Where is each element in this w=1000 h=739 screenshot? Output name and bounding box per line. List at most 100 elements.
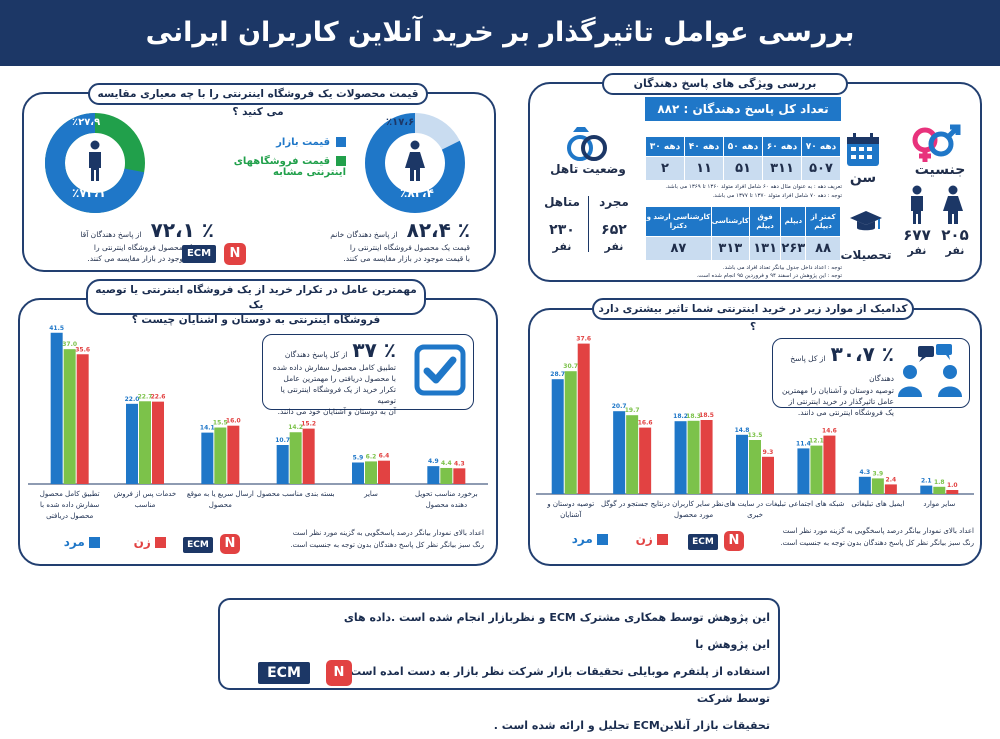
category-label: سفارش داده شده با [40,501,99,509]
nazarbazar-logo: N [724,531,744,551]
data-label: 15.5 [213,420,228,427]
legend-women-label: زن [133,535,151,549]
bar [378,460,390,484]
legend-women-swatch [155,537,166,548]
women-desc-2: قیمت یک محصول فروشگاه اینترنتی را [349,243,470,252]
legend-men-label: مرد [63,535,85,549]
impact-factors-chart: 28.730.7 37.6 توصیه دوستان و آشنایان 20.719.… [536,336,974,519]
price-legend: قیمت بازار قیمت فروشگاههای اینترنتی مشاب… [196,137,346,178]
repeat-callout-line-3: با محصول دریافتی را مهمترین عامل [283,374,396,383]
legend-men-swatch [89,537,100,548]
women-stat: ٪ ۸۲،۴ از پاسخ دهندگان خانم قیمت یک محصو… [290,218,470,264]
category-label: تطبیق کامل محصول [40,490,100,498]
data-label: 3.9 [873,470,884,477]
data-label: 2.1 [921,478,932,485]
legend-market-label: قیمت بازار [276,137,330,148]
data-label: 28.7 [550,371,565,378]
education-value: ۸۷ [645,236,712,261]
women-desc-1: از پاسخ دهندگان خانم [330,230,398,239]
bar [453,468,466,484]
data-label: 19.7 [625,407,640,414]
respondents-panel-title: بررسی ویژگی های پاسخ دهندگان [602,73,848,95]
ecm-logo: ECM [688,534,718,550]
age-note-1: تعریف دهه : به عنوان مثال دهه ۶۰ شامل اف… [665,184,842,190]
data-label: 1.8 [934,479,945,486]
age-header: دهه ۴۰ [684,136,724,157]
category-label: خدمات پس از فروش [114,490,176,498]
education-value: ۲۶۳ [780,236,807,261]
bar [50,332,63,484]
bar [551,379,564,494]
category-label: سایر موارد [923,500,955,508]
women-outer-label: ٪۱۷،۶ [386,117,415,128]
footer-line-3: تحقیقات بازار آنلاینECM تحلیل و ارائه شد… [493,719,770,732]
repeat-note-1: اعداد بالای نمودار بیانگر درصد پاسخگویی … [292,529,484,537]
age-header: دهه ۵۰ [723,136,763,157]
data-label: 37.0 [62,341,77,348]
men-stat: ٪ ۷۲،۱ از پاسخ دهندگان آقا قیمت یک محصول… [34,218,214,264]
category-label: مورد محصول [674,511,713,519]
repeat-legend: زن [100,535,166,549]
bar [749,440,761,494]
repeat-callout-text: ٪ ۳۷ از کل پاسخ دهندگان تطبیق کامل محصول… [266,338,396,417]
bar [920,485,933,494]
data-label: 14.2 [288,424,303,431]
ecm-logo: ECM [183,537,213,553]
category-label: آشنایان [560,510,582,519]
legend-women-label: زن [635,532,653,546]
data-label: 22.6 [151,394,166,401]
data-label: 35.6 [75,346,90,353]
men-desc-2: قیمت یک محصول فروشگاه اینترنتی را [93,243,214,252]
repeat-legend-men: مرد [36,535,100,549]
legend-similar: قیمت فروشگاههای اینترنتی مشابه [196,156,346,178]
category-label: محصول دریافتی [46,512,93,520]
men-desc-1: از پاسخ دهندگان آقا [80,230,142,239]
bar [626,415,639,494]
age-label: سن [849,170,877,186]
bar [276,445,289,484]
category-label: نتایج جستجو در گوگل [601,499,663,508]
gender-label: جنسیت [914,162,966,178]
married-label: متاهل [544,195,580,209]
impact-callout-line-4: یک فروشگاه اینترنتی می دانند. [797,408,894,417]
bar [639,427,652,494]
category-label: نظر سایر کاربران در [662,500,723,508]
data-label: 16.6 [638,420,653,427]
impact-legend-men: مرد [544,532,608,546]
data-label: 30.7 [563,363,578,370]
data-label: 13.5 [748,432,763,439]
data-label: 4.3 [454,460,465,467]
data-label: 12.1 [809,438,824,445]
data-label: 18.2 [673,413,688,420]
repeat-callout-line-5: آن به دوستان و آشنایان خود می دانند. [277,407,396,416]
nazarbazar-logo: N [220,534,240,554]
age-value: ۵۰۷ [801,156,841,181]
bar [63,349,76,484]
data-label: 37.6 [576,336,591,343]
impact-legend-women: زن [608,532,668,546]
category-label: تبلیغات در سایت های [724,500,786,508]
impact-callout-percent: ٪ ۳۰،۷ [830,342,894,366]
age-value: ۲ [645,156,685,181]
total-respondents: تعداد کل پاسخ دهندگان : ۸۸۲ [645,97,841,121]
repeat-panel-title: مهمترین عامل در تکرار خرید از یک فروشگاه… [86,279,426,326]
repeat-callout-line-4: تکرار خرید از یک فروشگاه اینترنتی یا توص… [280,385,396,405]
impact-note-2: رنگ سبز بیانگر نظر کل پاسخ دهندگان بدون … [780,539,974,547]
data-label: 2.4 [886,476,897,483]
education-value: ۳۱۳ [710,236,750,261]
legend-similar-label: قیمت فروشگاههای اینترنتی مشابه [233,156,346,178]
repeat-callout-line-1: از کل پاسخ دهندگان [284,350,348,359]
legend-market: قیمت بازار [196,137,346,153]
data-label: 20.7 [612,403,627,410]
age-value: ۱۱ [684,156,724,181]
data-label: 18.5 [699,412,714,419]
bar [797,448,810,494]
category-label: بسته بندی مناسب محصول [257,490,335,498]
age-header: دهه ۷۰ [801,136,841,157]
age-note-2: توجه : دهه ۷۰ شامل افراد متولد ۱۳۷۰ تا ۱… [712,193,842,199]
women-market-arc [365,113,465,213]
data-label: 14.6 [822,428,837,435]
data-label: 16.0 [226,418,241,425]
legend-market-swatch [336,137,346,147]
category-label: ارسال سریع یا به موقع [187,490,254,498]
